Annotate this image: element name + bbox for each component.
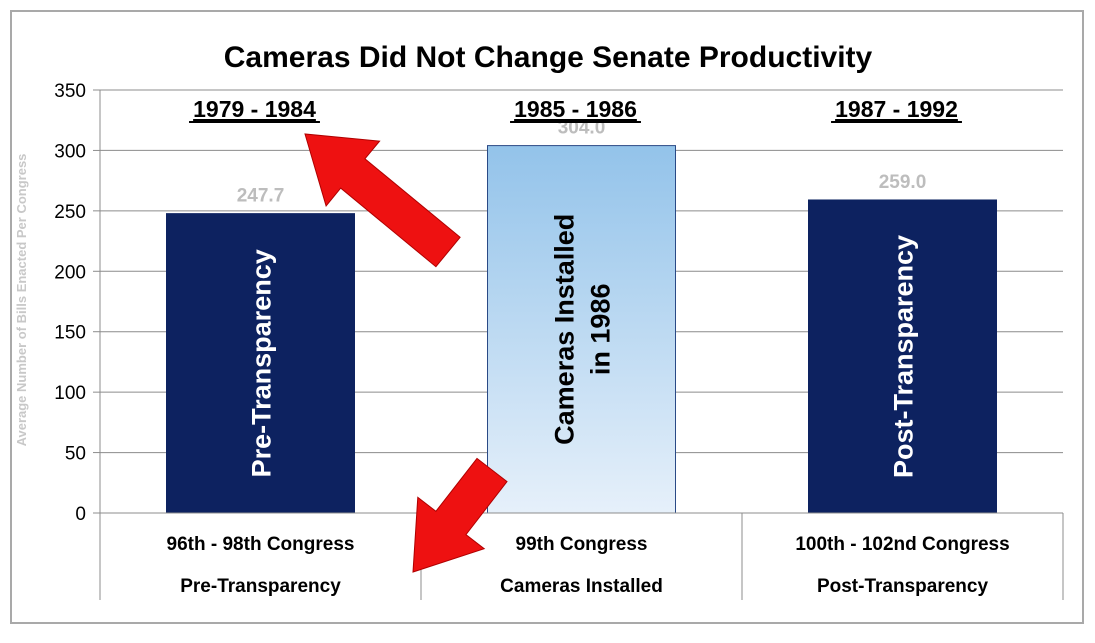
period-label: 1979 - 1984 [193,96,316,122]
red-arrow-up [304,133,461,268]
value-label: 247.7 [237,186,285,207]
x-axis: 96th - 98th Congress Pre-Transparency 99th… [99,512,1064,600]
value-label: 259.0 [879,172,927,193]
y-tick-label: 200 [54,262,86,283]
annotations [304,133,508,573]
y-tick-label: 250 [54,202,86,223]
y-tick-label: 300 [54,141,86,162]
y-tick-label: 100 [54,383,86,404]
bar-inner-label: Pre-Transparency [247,249,277,477]
chart-title: Cameras Did Not Change Senate Productivi… [224,41,873,74]
bar-inner-label: Post-Transparency [889,235,919,478]
x-tick-label: 96th - 98th Congress [167,534,355,555]
period-label: 1985 - 1986 [514,96,637,122]
bars [166,145,997,514]
bar-1 [166,213,355,514]
bar-inner-label: Cameras Installed [550,214,580,445]
x-tick-label: 99th Congress [516,534,648,555]
y-tick-label: 350 [54,81,86,102]
bar-3 [808,199,997,514]
bar-inner-label: in 1986 [586,284,616,376]
y-axis-label: Average Number of Bills Enacted Per Cong… [14,154,29,447]
x-tick-label: 100th - 102nd Congress [795,534,1009,555]
y-tick-label: 150 [54,323,86,344]
red-arrow-down [412,457,508,573]
x-group-label: Pre-Transparency [180,576,341,597]
y-axis: 0 50 100 150 200 250 300 350 [54,81,101,525]
period-labels: 1979 - 1984 1985 - 1986 1987 - 1992 [189,96,962,123]
bar-2 [487,145,676,514]
y-tick-label: 50 [65,444,86,465]
x-group-label: Post-Transparency [817,576,988,597]
y-tick-label: 0 [75,504,86,525]
period-label: 1987 - 1992 [835,96,958,122]
x-group-label: Cameras Installed [500,576,663,597]
